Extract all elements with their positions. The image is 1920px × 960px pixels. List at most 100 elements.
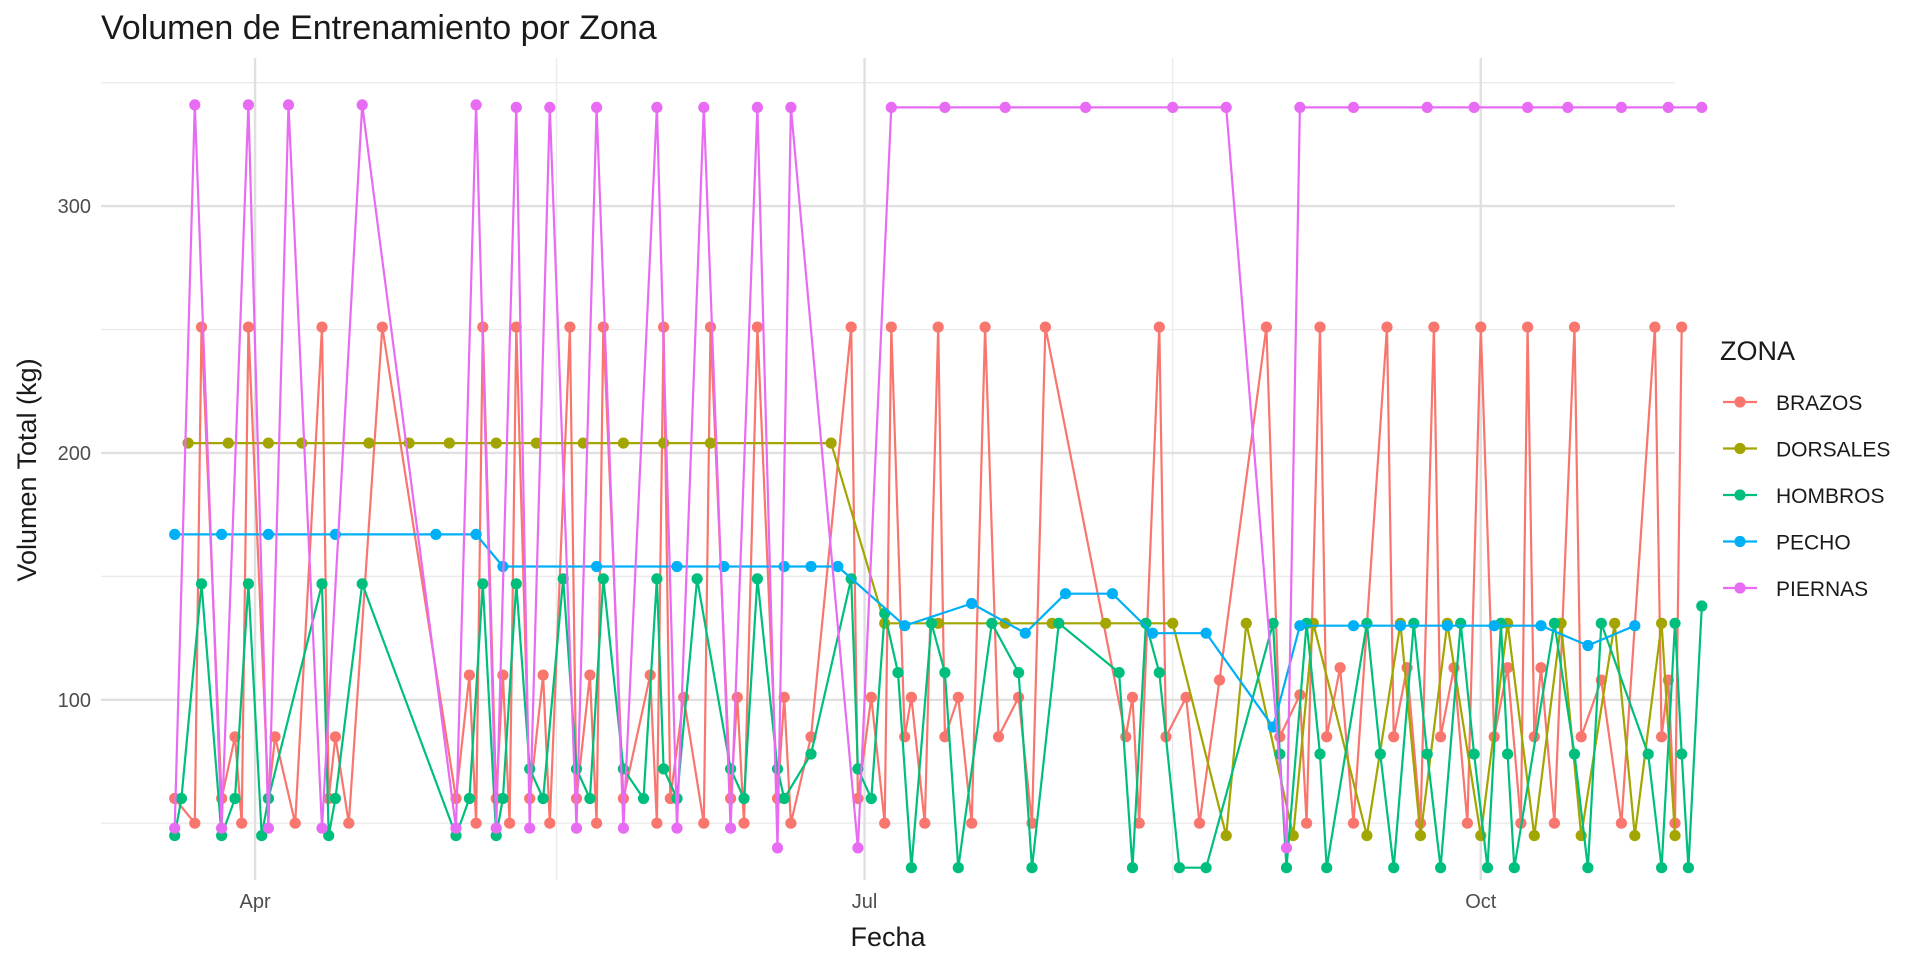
data-point-dorsales <box>1609 617 1621 629</box>
data-point-piernas <box>1421 101 1433 113</box>
data-point-dorsales <box>1528 830 1540 842</box>
data-point-hombros <box>1113 667 1125 679</box>
data-point-piernas <box>490 822 502 834</box>
data-point-piernas <box>785 101 797 113</box>
data-point-piernas <box>282 99 295 111</box>
y-tick-label: 300 <box>58 196 91 218</box>
data-point-hombros <box>725 763 737 775</box>
series-pecho <box>169 528 1641 733</box>
data-point-hombros <box>1468 748 1480 760</box>
data-point-brazos <box>470 817 482 829</box>
data-point-brazos <box>537 669 549 681</box>
data-point-dorsales <box>1167 617 1179 629</box>
data-point-pecho <box>1200 627 1212 639</box>
data-point-piernas <box>698 101 710 113</box>
data-point-brazos <box>1180 691 1192 703</box>
legend: ZONA BRAZOS DORSALES HOMBROS PECHO PIERNAS <box>1720 336 1890 601</box>
data-point-pecho <box>832 560 844 573</box>
data-point-brazos <box>1126 691 1139 703</box>
data-point-dorsales <box>1100 617 1112 629</box>
data-point-dorsales <box>577 437 589 449</box>
data-point-hombros <box>584 792 596 805</box>
legend-item-piernas: PIERNAS <box>1723 578 1868 601</box>
data-point-brazos <box>1656 731 1668 743</box>
data-point-hombros <box>597 573 609 585</box>
x-axis-title: Fecha <box>850 922 926 952</box>
data-point-piernas <box>1347 101 1360 113</box>
data-point-brazos <box>1548 817 1560 829</box>
data-point-brazos <box>992 731 1005 743</box>
legend-label: PIERNAS <box>1776 578 1868 601</box>
legend-key-point <box>1734 396 1746 408</box>
data-point-hombros <box>537 792 549 805</box>
data-point-hombros <box>570 763 583 775</box>
data-point-brazos <box>899 731 911 743</box>
data-point-hombros <box>1508 862 1520 874</box>
data-point-pecho <box>262 528 274 541</box>
data-point-brazos <box>1522 321 1534 333</box>
legend-item-hombros: HOMBROS <box>1723 485 1885 508</box>
data-point-piernas <box>1220 101 1232 113</box>
data-point-hombros <box>1548 617 1560 629</box>
data-point-piernas <box>1080 101 1092 113</box>
data-point-brazos <box>1615 817 1627 829</box>
data-point-dorsales <box>530 437 543 449</box>
data-point-hombros <box>1013 667 1025 679</box>
data-point-brazos <box>1428 321 1440 333</box>
data-point-piernas <box>450 822 462 834</box>
data-point-hombros <box>986 617 998 629</box>
data-point-piernas <box>852 842 864 854</box>
data-point-hombros <box>1435 862 1447 874</box>
data-point-dorsales <box>1414 830 1427 842</box>
data-point-piernas <box>671 822 683 834</box>
data-point-hombros <box>477 578 489 590</box>
data-point-piernas <box>771 842 784 854</box>
legend-key-point <box>1734 582 1746 594</box>
data-point-hombros <box>1200 862 1212 874</box>
legend-label: PECHO <box>1776 532 1851 555</box>
legend-label: HOMBROS <box>1776 485 1885 508</box>
data-point-brazos <box>504 817 516 829</box>
series-hombros <box>169 573 1708 874</box>
data-point-brazos <box>1461 817 1473 829</box>
data-point-brazos <box>865 691 877 703</box>
data-point-hombros <box>1026 862 1038 874</box>
data-point-pecho <box>169 528 181 541</box>
data-point-piernas <box>1294 101 1306 113</box>
legend-item-pecho: PECHO <box>1723 532 1851 555</box>
series-brazos <box>169 321 1688 829</box>
data-point-hombros <box>1676 748 1688 760</box>
data-point-hombros <box>175 792 187 805</box>
data-point-brazos <box>751 321 764 333</box>
data-point-dorsales <box>490 437 502 449</box>
data-point-hombros <box>1153 667 1165 679</box>
data-point-brazos <box>725 792 737 805</box>
data-point-brazos <box>1213 674 1226 686</box>
y-axis-title: Volumen Total (kg) <box>12 358 42 581</box>
data-point-brazos <box>1334 662 1346 674</box>
data-point-brazos <box>189 817 201 829</box>
data-point-hombros <box>1455 617 1467 629</box>
data-point-hombros <box>651 573 663 585</box>
legend-label: DORSALES <box>1776 439 1890 462</box>
data-point-brazos <box>704 321 717 333</box>
data-point-hombros <box>356 578 368 590</box>
legend-key-point <box>1734 535 1746 548</box>
data-point-brazos <box>879 817 891 829</box>
data-point-dorsales <box>182 437 194 449</box>
x-tick-label: Oct <box>1465 891 1497 913</box>
data-point-brazos <box>1314 321 1326 333</box>
data-point-hombros <box>637 792 650 805</box>
data-point-hombros <box>323 830 335 842</box>
data-point-dorsales <box>262 437 274 449</box>
data-point-hombros <box>1361 617 1373 629</box>
data-point-pecho <box>1106 588 1118 600</box>
data-point-hombros <box>952 862 964 874</box>
data-point-brazos <box>544 817 556 829</box>
data-point-piernas <box>1662 101 1674 113</box>
data-point-piernas <box>1522 101 1534 113</box>
data-point-hombros <box>1481 862 1494 874</box>
data-point-pecho <box>1394 620 1406 632</box>
data-point-piernas <box>510 101 522 113</box>
data-point-hombros <box>1696 600 1708 612</box>
